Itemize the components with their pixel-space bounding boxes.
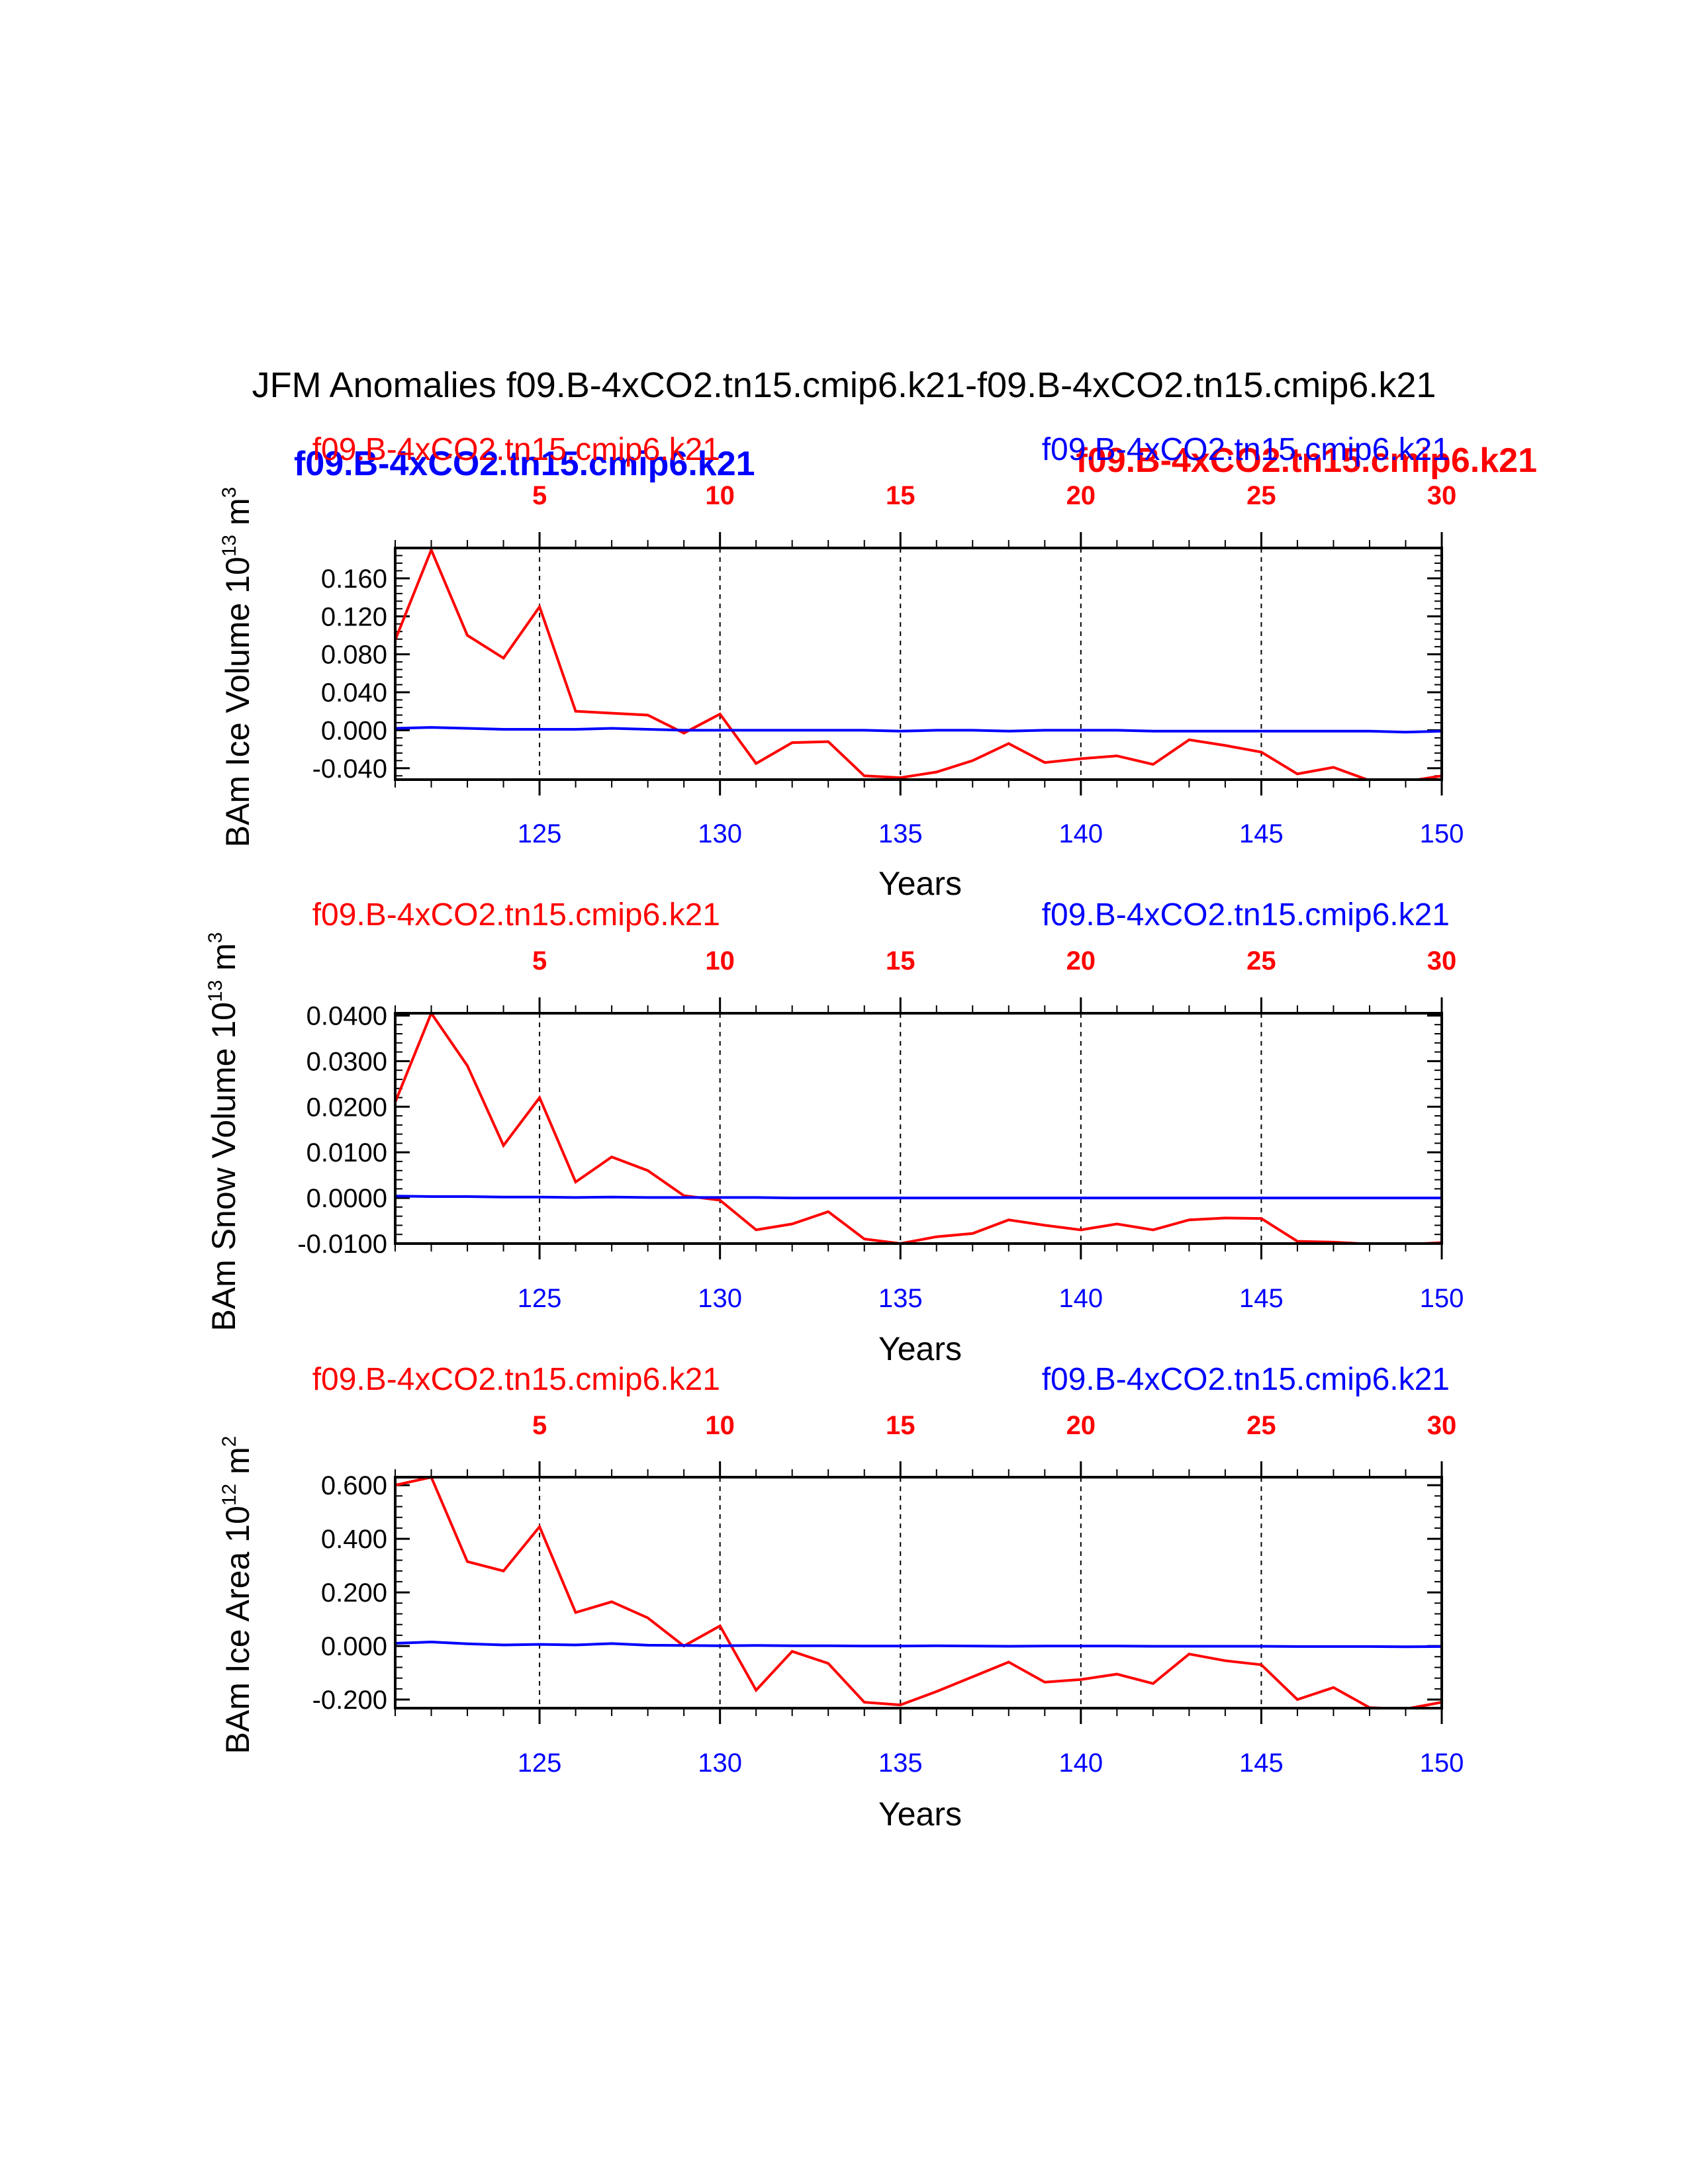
y-tick-label: 0.200: [321, 1578, 387, 1608]
x-tick-label: 145: [1239, 1284, 1284, 1313]
x-tick-label: 140: [1058, 819, 1103, 848]
y-tick-label: 0.0000: [306, 1184, 387, 1213]
x-tick-label: 135: [878, 1284, 923, 1313]
panel-right-label: f09.B-4xCO2.tn15.cmip6.k21: [1042, 897, 1450, 933]
y-tick-label: -0.0100: [297, 1230, 387, 1259]
y-tick-label: -0.040: [312, 754, 387, 784]
y-tick-label: 0.400: [321, 1525, 387, 1554]
x-tick-label: 150: [1420, 819, 1464, 848]
y-tick-label: 0.0300: [306, 1047, 387, 1076]
y-axis-label-exp: 12: [218, 1484, 240, 1506]
x-tick-label-top: 10: [705, 946, 735, 976]
x-tick-label-top: 30: [1427, 1411, 1457, 1440]
overlay-label-red: f09.B-4xCO2.tn15.cmip6.k21: [1076, 441, 1537, 480]
panel-left-label: f09.B-4xCO2.tn15.cmip6.k21: [312, 897, 720, 933]
y-axis-label-unit-exp: 2: [218, 1436, 240, 1447]
x-tick-label: 130: [698, 819, 742, 848]
panel-ice-area: f09.B-4xCO2.tn15.cmip6.k21 f09.B-4xCO2.t…: [218, 1362, 1464, 1833]
y-tick-label: 0.0400: [306, 1001, 387, 1030]
y-tick-label: -0.200: [312, 1686, 387, 1715]
x-tick-label: 125: [518, 1749, 562, 1778]
y-tick-label: 0.000: [321, 716, 387, 745]
y-tick-label: 0.160: [321, 565, 387, 594]
series-line-blue: [395, 1640, 1442, 1649]
x-tick-label: 130: [698, 1749, 742, 1778]
x-tick-label: 150: [1420, 1749, 1464, 1778]
x-tick-label: 140: [1058, 1284, 1103, 1313]
x-axis-label: Years: [878, 1796, 962, 1833]
plot-frame: [394, 547, 1443, 781]
y-axis-label: BAm Snow Volume 1013 m3: [205, 932, 242, 1331]
y-axis-label-main: BAm Ice Volume 10: [219, 557, 256, 847]
x-tick-label-top: 15: [886, 481, 915, 510]
y-axis-label-exp: 13: [205, 980, 226, 1002]
x-tick-label-top: 25: [1246, 946, 1276, 976]
x-axis-label: Years: [878, 1330, 962, 1367]
y-axis-label-unit: m: [219, 498, 256, 535]
y-axis-label-unit-exp: 3: [205, 932, 226, 943]
x-tick-label-top: 25: [1246, 481, 1276, 510]
y-axis-label-exp: 13: [218, 535, 240, 557]
series-line-red: [395, 1013, 1442, 1244]
y-tick-label: 0.0200: [306, 1093, 387, 1122]
panel-left-label: f09.B-4xCO2.tn15.cmip6.k21: [312, 1362, 720, 1397]
x-tick-label-top: 5: [532, 946, 547, 976]
y-tick-label: 0.000: [321, 1632, 387, 1661]
panel-right-label: f09.B-4xCO2.tn15.cmip6.k21: [1042, 1362, 1450, 1397]
y-axis-label-unit-exp: 3: [218, 487, 240, 498]
x-tick-label: 145: [1239, 819, 1284, 848]
x-tick-label-top: 10: [705, 481, 735, 510]
y-tick-label: 0.040: [321, 678, 387, 707]
y-tick-label: 0.080: [321, 641, 387, 670]
panel-ice-volume: f09.B-4xCO2.tn15.cmip6.k21 f09.B-4xCO2.t…: [218, 432, 1464, 902]
x-tick-label: 125: [518, 819, 562, 848]
panel-left-label: f09.B-4xCO2.tn15.cmip6.k21: [312, 432, 720, 467]
x-tick-label-top: 15: [886, 1411, 915, 1440]
y-tick-label: 0.120: [321, 602, 387, 631]
series-line-blue: [395, 1195, 1442, 1200]
plot-frame: [394, 1012, 1443, 1245]
plot-frame: [394, 1476, 1443, 1709]
y-axis-label-main: BAm Snow Volume 10: [205, 1002, 242, 1332]
y-axis-label-unit: m: [205, 943, 242, 980]
x-tick-label: 145: [1239, 1749, 1284, 1778]
x-tick-label-top: 5: [532, 1411, 547, 1440]
figure-title: JFM Anomalies f09.B-4xCO2.tn15.cmip6.k21…: [252, 365, 1436, 405]
x-tick-label-top: 15: [886, 946, 915, 976]
x-tick-label-top: 20: [1066, 481, 1096, 510]
x-tick-label-top: 30: [1427, 481, 1457, 510]
x-tick-label: 140: [1058, 1749, 1103, 1778]
overlay-label-blue: f09.B-4xCO2.tn15.cmip6.k21: [294, 445, 755, 483]
x-tick-label: 125: [518, 1284, 562, 1313]
y-axis-label-unit: m: [219, 1447, 256, 1484]
x-tick-label-top: 5: [532, 481, 547, 510]
x-axis-label: Years: [878, 865, 962, 902]
x-tick-label-top: 10: [705, 1411, 735, 1440]
x-tick-label: 135: [878, 819, 923, 848]
series-line-blue: [395, 726, 1442, 734]
x-tick-label: 130: [698, 1284, 742, 1313]
y-axis-label: BAm Ice Volume 1013 m3: [218, 487, 256, 848]
panel-right-label: f09.B-4xCO2.tn15.cmip6.k21: [1042, 432, 1450, 467]
x-tick-label-top: 20: [1066, 1411, 1096, 1440]
series-line-red: [395, 1477, 1442, 1708]
series-line-red: [395, 548, 1442, 780]
y-axis-label-main: BAm Ice Area 10: [219, 1506, 256, 1754]
x-tick-label-top: 25: [1246, 1411, 1276, 1440]
panel-snow-volume: f09.B-4xCO2.tn15.cmip6.k21 f09.B-4xCO2.t…: [205, 897, 1464, 1367]
y-tick-label: 0.0100: [306, 1138, 387, 1167]
y-tick-label: 0.600: [321, 1471, 387, 1500]
x-tick-label-top: 30: [1427, 946, 1457, 976]
y-axis-label: BAm Ice Area 1012 m2: [218, 1436, 256, 1754]
x-tick-label-top: 20: [1066, 946, 1096, 976]
x-tick-label: 150: [1420, 1284, 1464, 1313]
x-tick-label: 135: [878, 1749, 923, 1778]
